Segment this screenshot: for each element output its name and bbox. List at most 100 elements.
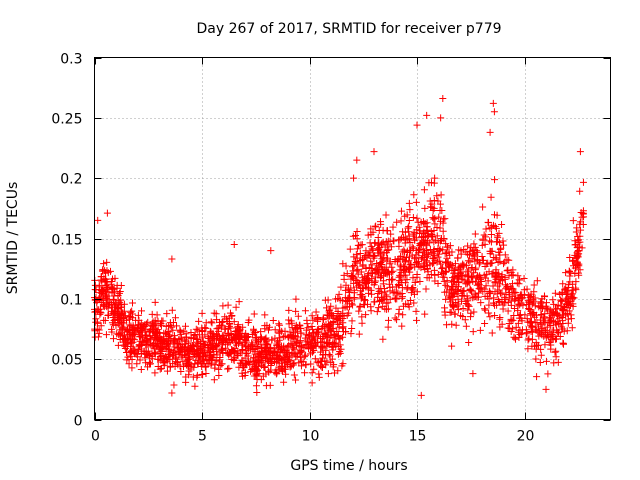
data-point — [228, 311, 236, 319]
data-point — [114, 296, 122, 304]
data-point — [557, 297, 565, 305]
data-point — [393, 218, 401, 226]
data-point — [485, 301, 493, 309]
data-point — [576, 266, 584, 274]
data-point — [441, 308, 449, 316]
data-point — [128, 299, 136, 307]
data-point — [406, 268, 414, 276]
data-point — [504, 286, 512, 294]
data-point — [422, 247, 430, 255]
data-point — [541, 318, 549, 326]
data-point — [453, 286, 461, 294]
data-point — [523, 300, 531, 308]
data-point — [391, 314, 399, 322]
data-point — [280, 378, 288, 386]
data-point — [94, 216, 102, 224]
data-point — [493, 301, 501, 309]
data-point — [436, 247, 444, 255]
data-point — [416, 241, 424, 249]
data-point — [219, 349, 227, 357]
data-point — [484, 259, 492, 267]
data-point — [430, 226, 438, 234]
data-point — [356, 302, 364, 310]
data-point — [186, 355, 194, 363]
data-point — [546, 319, 554, 327]
data-point — [575, 269, 583, 277]
data-point — [187, 363, 195, 371]
data-point — [142, 347, 150, 355]
data-point — [411, 236, 419, 244]
data-point — [336, 341, 344, 349]
data-point — [516, 311, 524, 319]
data-point — [262, 353, 270, 361]
data-point — [412, 307, 420, 315]
data-point — [116, 288, 124, 296]
data-point — [466, 286, 474, 294]
data-point — [439, 246, 447, 254]
data-point — [500, 260, 508, 268]
data-point — [207, 361, 215, 369]
data-point — [140, 337, 148, 345]
data-point — [379, 254, 387, 262]
data-point — [496, 257, 504, 265]
data-point — [361, 296, 369, 304]
data-point — [508, 280, 516, 288]
data-point — [474, 272, 482, 280]
data-point — [477, 277, 485, 285]
data-point — [409, 213, 417, 221]
axis-ticks: 0 5 10 15 20 0 0.05 0.1 0.15 0.2 0.25 0.3 — [51, 52, 611, 445]
x-tick-label: 10 — [302, 429, 320, 445]
data-point — [192, 325, 200, 333]
data-point — [464, 266, 472, 274]
data-point — [526, 294, 534, 302]
data-point — [324, 370, 332, 378]
data-point — [158, 343, 166, 351]
data-point — [375, 244, 383, 252]
data-point — [171, 314, 179, 322]
data-point — [240, 338, 248, 346]
data-point — [123, 356, 131, 364]
data-point — [518, 294, 526, 302]
data-point — [119, 338, 127, 346]
data-point — [257, 328, 265, 336]
data-point — [221, 313, 229, 321]
data-point — [431, 271, 439, 279]
data-point — [560, 306, 568, 314]
data-point — [495, 248, 503, 256]
data-point — [488, 329, 496, 337]
data-point — [537, 345, 545, 353]
data-point — [194, 360, 202, 368]
data-point — [168, 389, 176, 397]
data-point — [364, 284, 372, 292]
data-point — [352, 258, 360, 266]
data-point — [201, 363, 209, 371]
data-point — [312, 308, 320, 316]
data-point — [573, 259, 581, 267]
data-point — [261, 363, 269, 371]
data-point — [523, 329, 531, 337]
data-point — [323, 304, 331, 312]
data-point — [109, 321, 117, 329]
data-point — [375, 239, 383, 247]
data-point — [176, 327, 184, 335]
data-point — [492, 255, 500, 263]
data-point — [559, 280, 567, 288]
data-point — [232, 303, 240, 311]
data-point — [413, 316, 421, 324]
data-point — [434, 253, 442, 261]
data-point — [253, 362, 261, 370]
data-point — [469, 328, 477, 336]
data-point — [258, 348, 266, 356]
data-point — [227, 336, 235, 344]
data-point — [157, 364, 165, 372]
data-point — [349, 232, 357, 240]
data-point — [503, 256, 511, 264]
data-point — [379, 335, 387, 343]
data-point — [345, 288, 353, 296]
data-point — [184, 344, 192, 352]
data-point — [354, 265, 362, 273]
data-point — [362, 264, 370, 272]
data-point — [190, 346, 198, 354]
data-point — [442, 295, 450, 303]
